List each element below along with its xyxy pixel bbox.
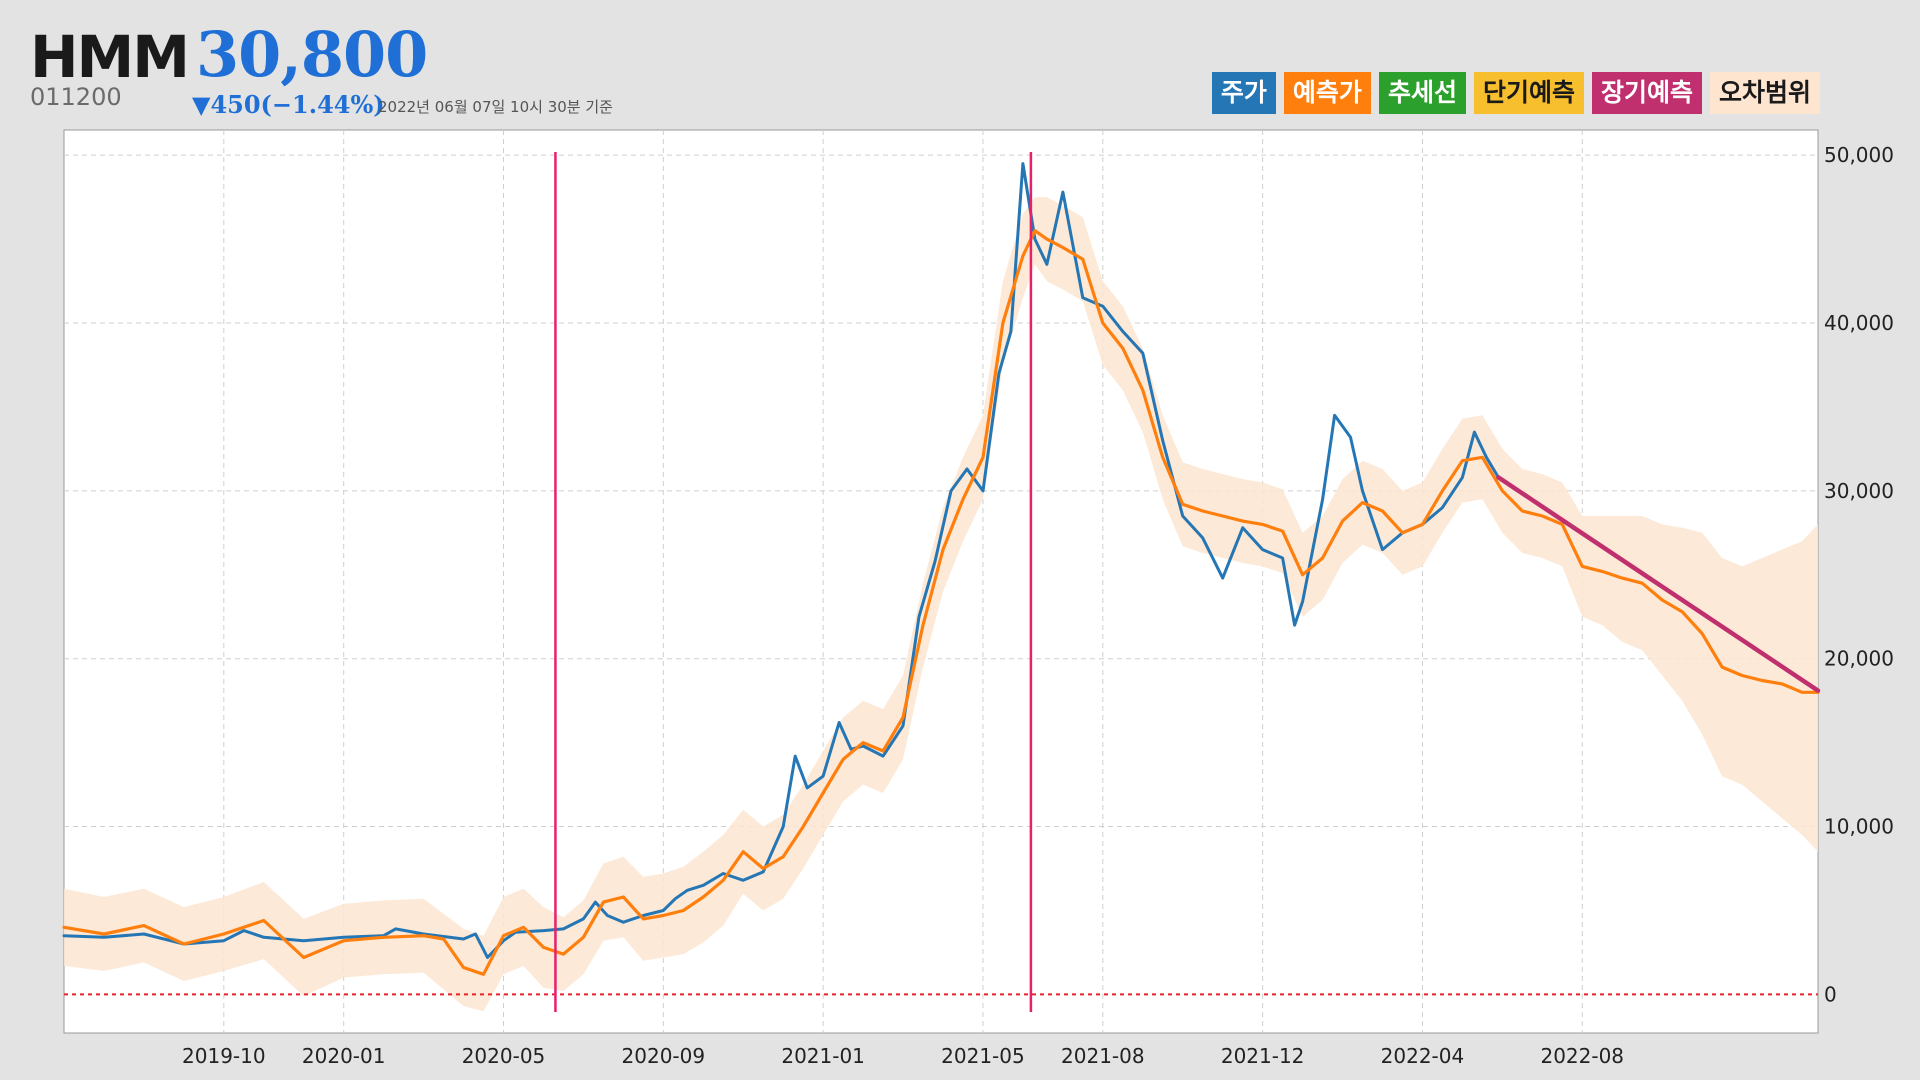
stock-price: 30,800 <box>196 18 428 91</box>
series-line-forecast <box>62 229 1820 976</box>
grid <box>64 130 1818 1033</box>
y-tick-label: 50,000 <box>1824 143 1894 167</box>
x-tick-label: 2019-10 <box>182 1044 266 1068</box>
series-lines <box>62 162 1821 976</box>
legend-item-trendline[interactable]: 추세선 <box>1378 72 1466 114</box>
y-tick-label: 20,000 <box>1824 647 1894 671</box>
stock-name: HMM <box>30 23 190 91</box>
legend-item-error-band[interactable]: 오차범위 <box>1709 72 1820 114</box>
legend-item-long-term[interactable]: 장기예측 <box>1591 72 1702 114</box>
timestamp: 2022년 06월 07일 10시 30분 기준 <box>378 98 613 116</box>
series-line-price <box>62 162 1500 959</box>
price-change: ▼450(−1.44%) <box>192 90 385 119</box>
y-tick-label: 40,000 <box>1824 311 1894 335</box>
legend-item-short-term[interactable]: 단기예측 <box>1473 72 1584 114</box>
y-tick-label: 10,000 <box>1824 815 1894 839</box>
x-tick-label: 2020-09 <box>622 1044 706 1068</box>
legend-item-forecast[interactable]: 예측가 <box>1283 72 1371 114</box>
x-tick-label: 2021-01 <box>781 1044 865 1068</box>
x-tick-label: 2021-08 <box>1061 1044 1145 1068</box>
x-tick-label: 2020-01 <box>302 1044 386 1068</box>
y-tick-label: 0 <box>1824 982 1837 1006</box>
stock-code: 011200 <box>30 83 122 111</box>
y-axis-ticks: 0 10,000 20,000 30,000 40,000 50,000 <box>1824 143 1894 1006</box>
chart-legend: 주가 예측가 추세선 단기예측 장기예측 오차범위 <box>1211 72 1820 114</box>
x-tick-label: 2021-12 <box>1221 1044 1305 1068</box>
x-tick-label: 2022-08 <box>1540 1044 1624 1068</box>
series-line-long_term <box>1496 475 1821 693</box>
y-tick-label: 30,000 <box>1824 479 1894 503</box>
event-lines <box>554 152 1033 1012</box>
x-tick-label: 2022-04 <box>1381 1044 1465 1068</box>
legend-item-price[interactable]: 주가 <box>1211 72 1276 114</box>
x-axis-ticks: 2019-10 2020-01 2020-05 2020-09 2021-01 2021-… <box>182 1044 1624 1068</box>
x-tick-label: 2020-05 <box>462 1044 546 1068</box>
x-tick-label: 2021-05 <box>941 1044 1025 1068</box>
